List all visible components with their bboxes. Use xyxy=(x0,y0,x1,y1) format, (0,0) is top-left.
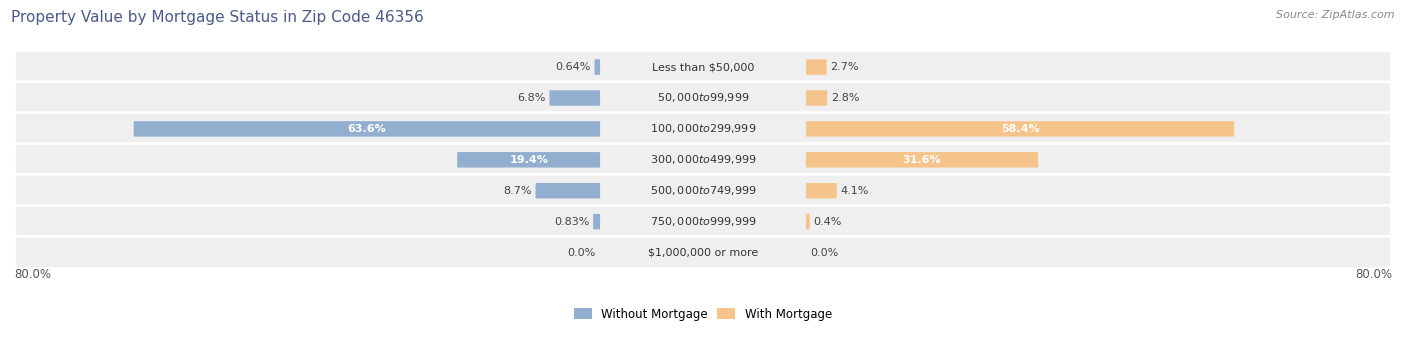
Text: $1,000,000 or more: $1,000,000 or more xyxy=(648,248,758,257)
Text: 0.83%: 0.83% xyxy=(554,217,589,227)
Text: $50,000 to $99,999: $50,000 to $99,999 xyxy=(657,91,749,104)
Text: 31.6%: 31.6% xyxy=(903,155,941,165)
Text: 0.4%: 0.4% xyxy=(814,217,842,227)
FancyBboxPatch shape xyxy=(806,59,827,75)
FancyBboxPatch shape xyxy=(457,152,600,168)
Text: 63.6%: 63.6% xyxy=(347,124,387,134)
FancyBboxPatch shape xyxy=(806,214,810,230)
Text: 2.7%: 2.7% xyxy=(831,62,859,72)
FancyBboxPatch shape xyxy=(14,236,1392,269)
FancyBboxPatch shape xyxy=(14,51,1392,83)
FancyBboxPatch shape xyxy=(806,152,1038,168)
Text: $500,000 to $749,999: $500,000 to $749,999 xyxy=(650,184,756,197)
FancyBboxPatch shape xyxy=(14,82,1392,114)
FancyBboxPatch shape xyxy=(14,174,1392,207)
FancyBboxPatch shape xyxy=(14,143,1392,176)
FancyBboxPatch shape xyxy=(14,113,1392,145)
Text: 80.0%: 80.0% xyxy=(14,268,51,281)
Text: $100,000 to $299,999: $100,000 to $299,999 xyxy=(650,122,756,135)
Text: 19.4%: 19.4% xyxy=(509,155,548,165)
Text: Less than $50,000: Less than $50,000 xyxy=(652,62,754,72)
FancyBboxPatch shape xyxy=(593,214,600,230)
Text: 0.64%: 0.64% xyxy=(555,62,591,72)
FancyBboxPatch shape xyxy=(806,183,837,199)
Text: 4.1%: 4.1% xyxy=(841,186,869,196)
Text: 6.8%: 6.8% xyxy=(517,93,546,103)
Text: 0.0%: 0.0% xyxy=(811,248,839,257)
FancyBboxPatch shape xyxy=(550,90,600,106)
Text: 8.7%: 8.7% xyxy=(503,186,531,196)
Legend: Without Mortgage, With Mortgage: Without Mortgage, With Mortgage xyxy=(569,303,837,325)
Text: 2.8%: 2.8% xyxy=(831,93,859,103)
Text: Source: ZipAtlas.com: Source: ZipAtlas.com xyxy=(1277,10,1395,20)
FancyBboxPatch shape xyxy=(536,183,600,199)
FancyBboxPatch shape xyxy=(806,90,827,106)
Text: 80.0%: 80.0% xyxy=(1355,268,1392,281)
Text: Property Value by Mortgage Status in Zip Code 46356: Property Value by Mortgage Status in Zip… xyxy=(11,10,425,25)
Text: 58.4%: 58.4% xyxy=(1001,124,1039,134)
FancyBboxPatch shape xyxy=(806,121,1234,137)
FancyBboxPatch shape xyxy=(595,59,600,75)
FancyBboxPatch shape xyxy=(134,121,600,137)
Text: 0.0%: 0.0% xyxy=(567,248,595,257)
Text: $300,000 to $499,999: $300,000 to $499,999 xyxy=(650,153,756,166)
FancyBboxPatch shape xyxy=(14,205,1392,238)
Text: $750,000 to $999,999: $750,000 to $999,999 xyxy=(650,215,756,228)
